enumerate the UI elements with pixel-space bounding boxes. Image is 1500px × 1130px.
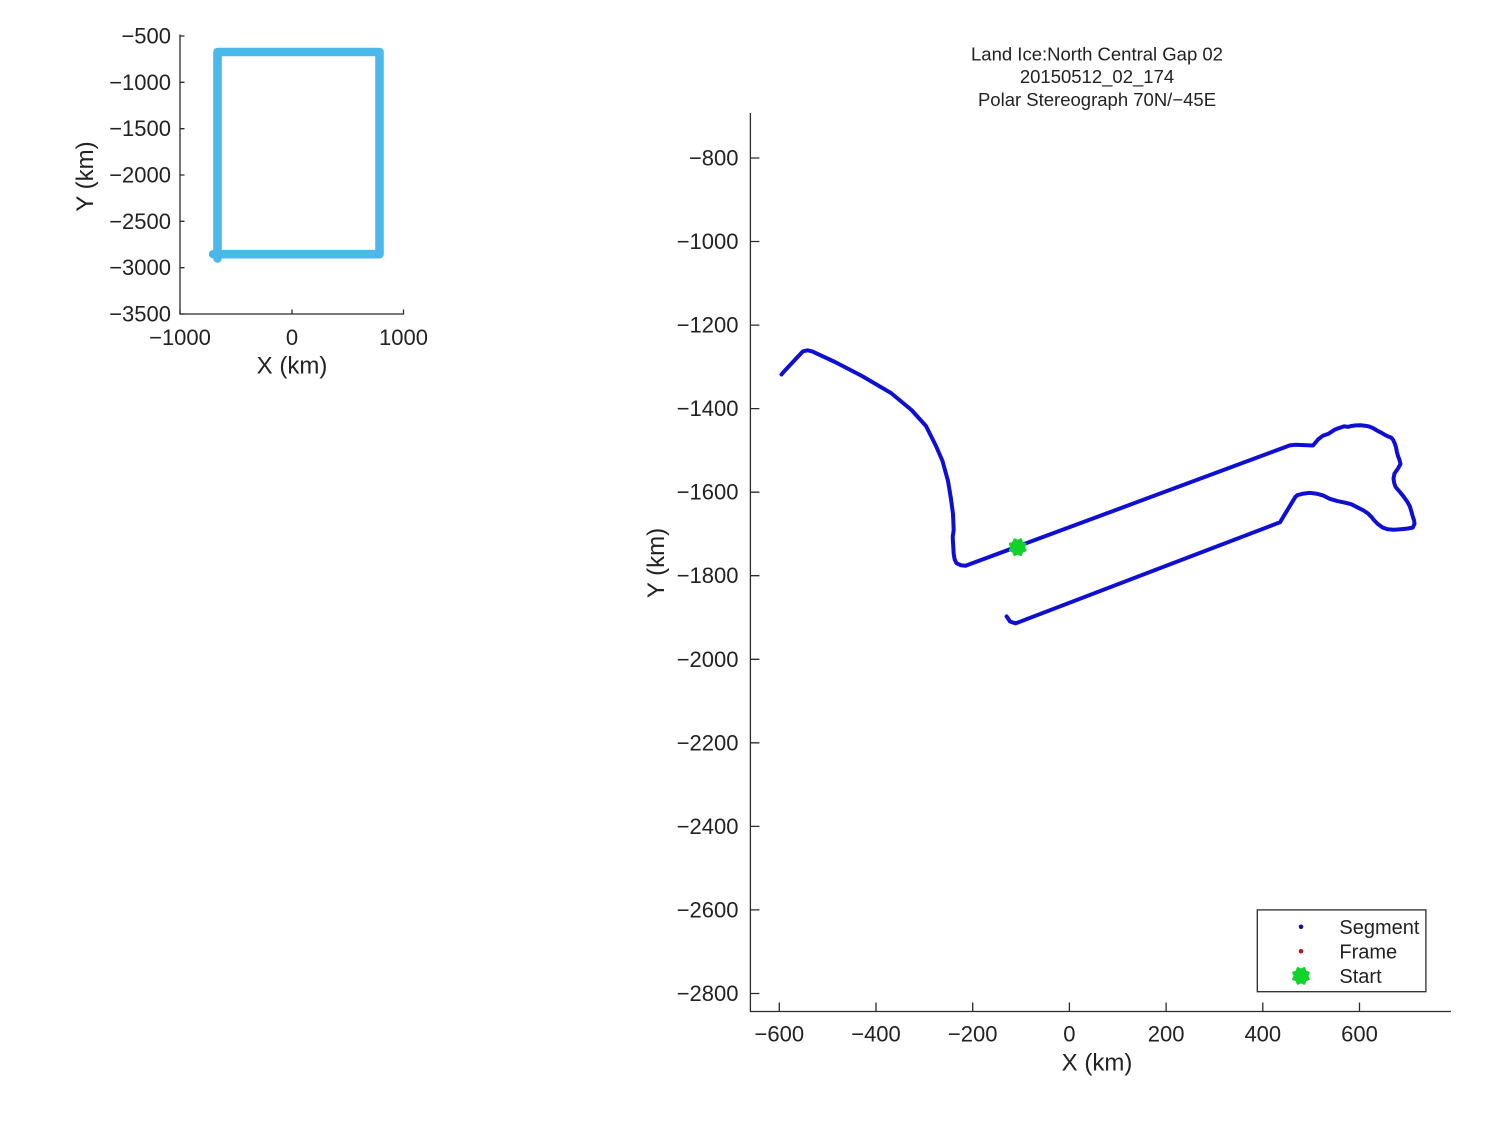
svg-text:−3000: −3000 — [109, 255, 171, 280]
svg-text:X (km): X (km) — [257, 352, 328, 379]
svg-text:Start: Start — [1339, 966, 1382, 988]
svg-text:−800: −800 — [689, 146, 739, 171]
svg-text:−1800: −1800 — [677, 563, 739, 588]
svg-text:−1600: −1600 — [677, 480, 739, 505]
svg-text:−2800: −2800 — [677, 981, 739, 1006]
svg-text:−500: −500 — [121, 24, 171, 49]
svg-text:600: 600 — [1341, 1022, 1378, 1047]
svg-text:−2600: −2600 — [677, 897, 739, 922]
svg-text:Frame: Frame — [1339, 942, 1397, 964]
svg-text:20150512_02_174: 20150512_02_174 — [1020, 66, 1174, 88]
svg-text:200: 200 — [1148, 1022, 1185, 1047]
svg-text:−2000: −2000 — [109, 163, 171, 188]
svg-text:−200: −200 — [948, 1022, 998, 1047]
svg-text:−1400: −1400 — [677, 396, 739, 421]
svg-text:1000: 1000 — [379, 325, 428, 350]
svg-text:−400: −400 — [851, 1022, 901, 1047]
svg-text:−2500: −2500 — [109, 209, 171, 234]
svg-text:Land Ice:North Central Gap 02: Land Ice:North Central Gap 02 — [971, 43, 1223, 64]
svg-text:Y (km): Y (km) — [643, 528, 670, 598]
svg-text:−600: −600 — [755, 1022, 805, 1047]
svg-text:−1500: −1500 — [109, 116, 171, 141]
svg-text:−1000: −1000 — [109, 70, 171, 95]
svg-text:−1200: −1200 — [677, 313, 739, 338]
svg-text:400: 400 — [1244, 1022, 1281, 1047]
svg-text:Polar Stereograph 70N/−45E: Polar Stereograph 70N/−45E — [978, 89, 1216, 110]
svg-text:0: 0 — [286, 325, 298, 350]
svg-text:−1000: −1000 — [677, 229, 739, 254]
svg-text:−2000: −2000 — [677, 647, 739, 672]
svg-text:−3500: −3500 — [109, 302, 171, 327]
svg-text:−1000: −1000 — [149, 325, 211, 350]
svg-text:Y (km): Y (km) — [72, 141, 99, 211]
svg-text:X (km): X (km) — [1062, 1050, 1133, 1077]
svg-text:0: 0 — [1063, 1022, 1075, 1047]
svg-text:−2200: −2200 — [677, 730, 739, 755]
svg-text:Segment: Segment — [1339, 917, 1419, 939]
svg-text:−2400: −2400 — [677, 814, 739, 839]
